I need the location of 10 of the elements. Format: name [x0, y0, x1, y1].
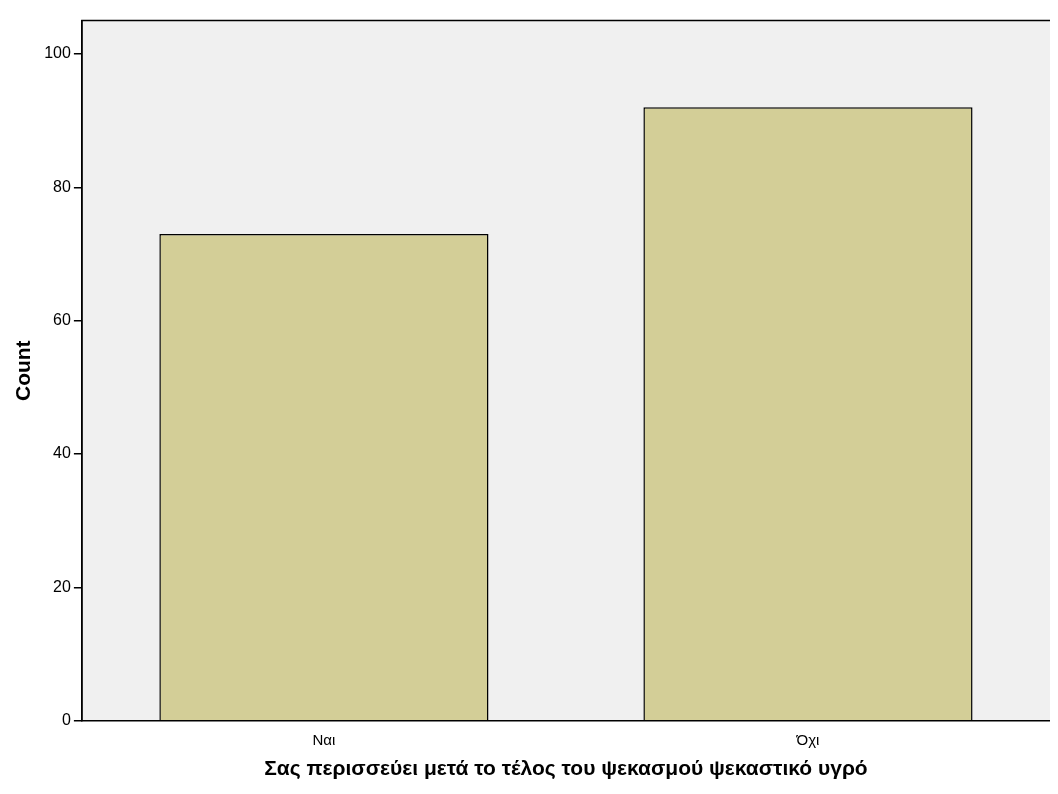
y-axis-title: Count: [11, 340, 35, 402]
y-tick-label: 60: [53, 311, 71, 329]
y-tick-label: 100: [44, 44, 71, 62]
y-tick-label: 0: [61, 711, 71, 729]
y-tick-label: 20: [53, 577, 71, 595]
y-tick-label: 40: [53, 444, 71, 462]
y-tick-label: 80: [53, 177, 71, 195]
x-tick-label: Όχι: [795, 730, 820, 748]
x-axis-title: Σας περισσεύει μετά το τέλος του ψεκασμού ψεκαστικό υγρό: [264, 756, 868, 781]
x-tick-label: Ναι: [312, 730, 336, 748]
